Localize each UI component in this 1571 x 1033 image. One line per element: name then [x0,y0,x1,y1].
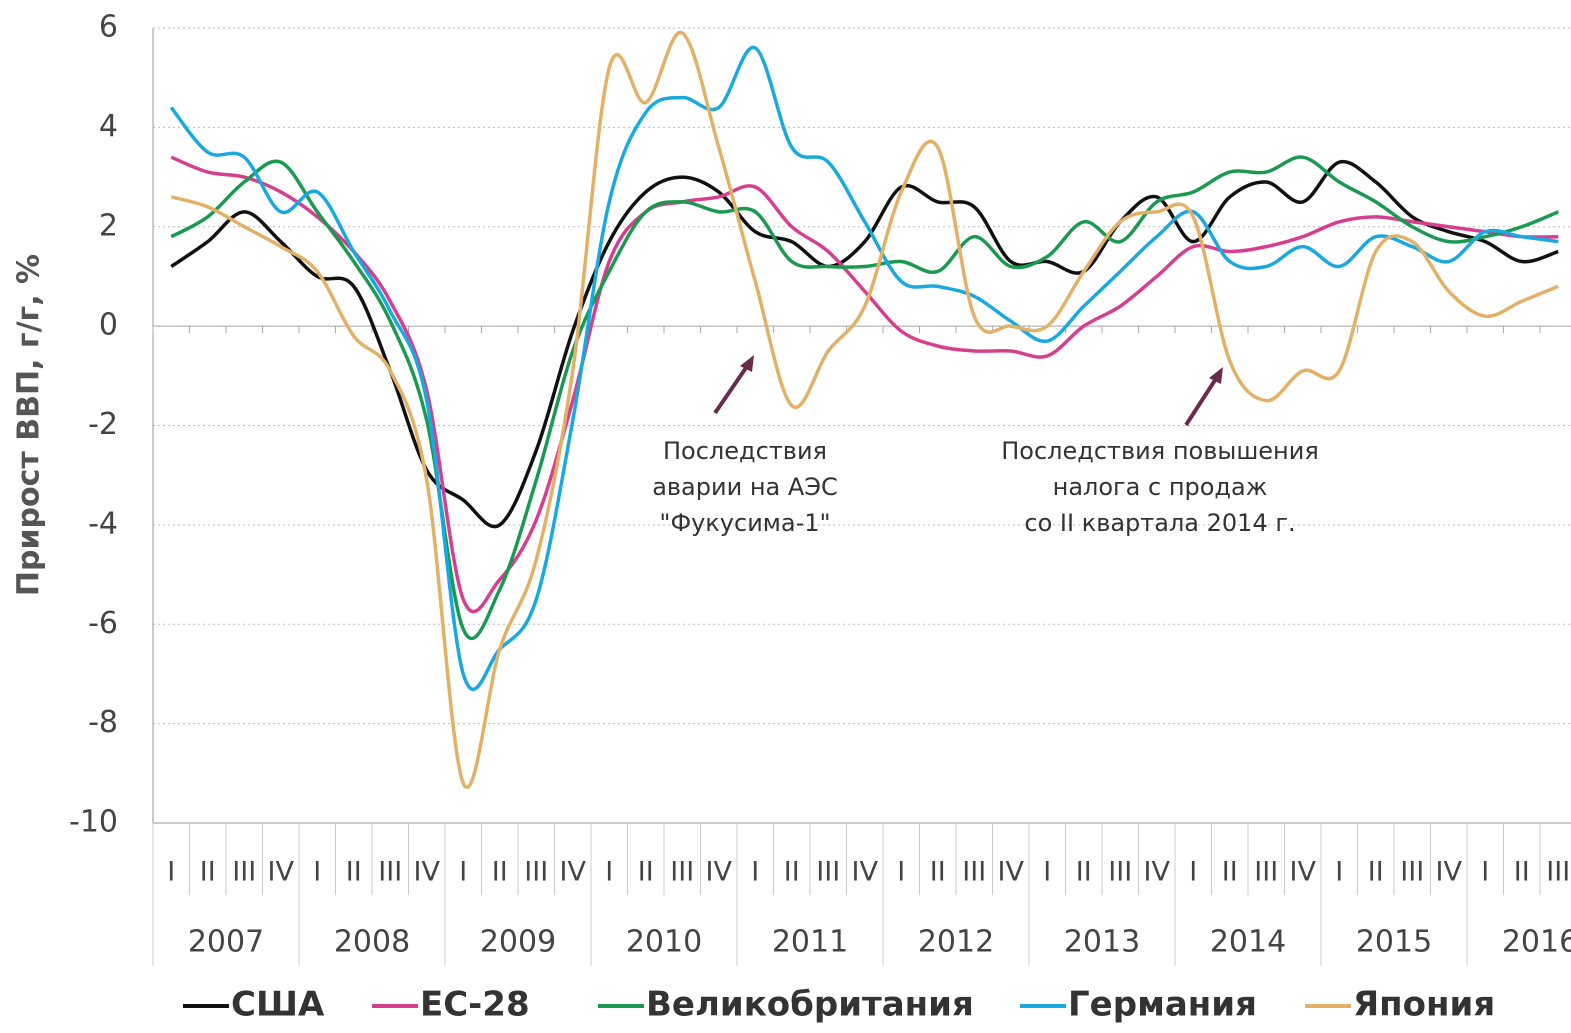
y-axis-title: Прирост ВВП, г/г, % [12,254,47,596]
x-tick-label: III [1254,857,1278,888]
annotation: "Фукусима-1" [659,509,830,537]
x-tick-label: I [751,857,759,888]
x-tick-label: I [1189,857,1197,888]
x-tick-label: II [638,857,654,888]
y-tick-label: -10 [69,805,118,840]
year-label: 2007 [188,925,264,960]
year-label: 2016 [1502,925,1571,960]
x-tick-label: IV [1290,857,1317,888]
x-tick-label: III [1108,857,1132,888]
x-tick-label: I [897,857,905,888]
arrow [1184,372,1221,427]
arrow [713,360,752,415]
arrow-head [740,355,754,372]
series-line [170,31,1559,789]
annotation: аварии на АЭС [652,473,838,501]
x-tick-label: II [1368,857,1384,888]
x-tick-label: IV [1144,857,1171,888]
annotation: со II квартала 2014 г. [1024,509,1295,537]
year-label: 2011 [772,925,848,960]
x-tick-label: I [605,857,613,888]
y-tick-label: -2 [88,407,118,442]
annotation: Последствия повышения [1001,437,1319,465]
year-label: 2015 [1356,925,1432,960]
annotation-arrows [713,355,1223,427]
series-line [170,155,1559,614]
x-tick-label: II [930,857,946,888]
legend-label: ЕС-28 [420,985,530,1025]
y-tick-label: 6 [99,10,118,45]
x-tick-label: II [200,857,216,888]
x-tick-label: II [492,857,508,888]
year-label: 2014 [1210,925,1286,960]
legend-label: США [231,985,325,1025]
x-tick-label: IV [998,857,1025,888]
x-tick-label: III [232,857,256,888]
year-label: 2013 [1064,925,1140,960]
x-tick-label: I [167,857,175,888]
annotation: Последствия [663,437,827,465]
year-label: 2009 [480,925,556,960]
x-tick-label: IV [1436,857,1463,888]
x-tick-label: III [524,857,548,888]
x-tick-label: III [962,857,986,888]
series-line [170,155,1559,640]
legend-label: Япония [1353,985,1495,1025]
year-label: 2012 [918,925,994,960]
y-tick-label: 2 [99,208,118,243]
series-line [170,159,1559,529]
x-tick-label: III [1546,857,1570,888]
y-tick-label: 0 [99,308,118,343]
x-tick-label: I [313,857,321,888]
x-tick-label: I [459,857,467,888]
x-tick-label: I [1043,857,1051,888]
y-tick-label: -6 [88,606,118,641]
year-label: 2008 [334,925,410,960]
x-tick-label: II [784,857,800,888]
x-tick-label: II [1514,857,1530,888]
x-tick-label: III [670,857,694,888]
x-tick-label: II [346,857,362,888]
y-tick-label: -4 [88,506,118,541]
x-tick-label: II [1076,857,1092,888]
x-tick-label: II [1222,857,1238,888]
x-tick-label: IV [414,857,441,888]
x-tick-label: IV [268,857,295,888]
y-tick-label: -8 [88,705,118,740]
x-tick-label: I [1481,857,1489,888]
x-tick-label: IV [560,857,587,888]
year-label: 2010 [626,925,702,960]
x-tick-label: IV [852,857,879,888]
arrow-head [1209,367,1223,384]
x-tick-label: III [816,857,840,888]
y-tick-label: 4 [99,109,118,144]
series-line [169,45,1559,692]
x-tick-label: I [1335,857,1343,888]
legend-label: Великобритания [646,985,974,1025]
legend-label: Германия [1068,985,1257,1025]
x-tick-label: III [378,857,402,888]
annotation: налога с продаж [1053,473,1268,501]
x-tick-label: III [1400,857,1424,888]
x-tick-label: IV [706,857,733,888]
